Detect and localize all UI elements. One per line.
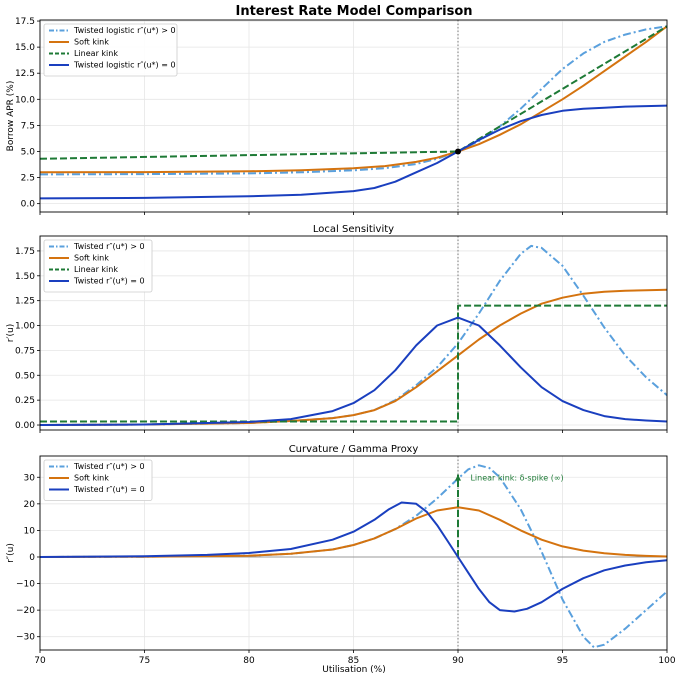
series-line-light-blue xyxy=(40,244,667,426)
y-tick-label: 1.00 xyxy=(15,322,35,332)
x-tick-label: 70 xyxy=(34,656,46,666)
series-group xyxy=(40,25,667,200)
panel-title: Curvature / Gamma Proxy xyxy=(289,444,419,455)
annotation-text: Linear kink: δ-spike (∞) xyxy=(470,473,563,482)
y-tick-label: 0.25 xyxy=(15,396,35,406)
x-tick-label: 75 xyxy=(139,656,150,666)
y-tick-label: 2.5 xyxy=(21,174,35,184)
legend-box xyxy=(43,23,178,77)
y-tick-label: 7.5 xyxy=(21,121,35,131)
y-axis-label: r′(u) xyxy=(6,324,16,342)
legend-label: Twisted logistic r″(u*) = 0 xyxy=(73,61,176,70)
y-tick-label: −10 xyxy=(16,580,35,590)
legend-label: Twisted r″(u*) = 0 xyxy=(73,277,145,286)
y-axis-label: r″(u) xyxy=(6,543,16,563)
y-tick-label: 0.0 xyxy=(21,200,36,210)
legend-box xyxy=(43,459,153,501)
y-tick-label: 0.50 xyxy=(15,371,35,381)
panel-title: Local Sensitivity xyxy=(313,224,394,235)
y-tick-label: −30 xyxy=(16,633,35,643)
y-tick-label: 0.75 xyxy=(15,346,35,356)
legend-label: Soft kink xyxy=(74,38,109,47)
y-tick-label: −20 xyxy=(16,606,35,616)
series-line-orange xyxy=(40,25,667,174)
x-tick-label: 90 xyxy=(452,656,464,666)
x-tick-label: 80 xyxy=(243,656,255,666)
panel-1: 0.0 2.5 5.0 7.5 10.0 12.5 15.0 17.5 Borrow APR (… xyxy=(6,17,668,215)
y-tick-label: 1.50 xyxy=(15,272,35,282)
y-tick-label: 12.5 xyxy=(15,69,35,79)
series-group xyxy=(40,244,667,426)
series-line-green xyxy=(40,304,667,423)
legend-label: Twisted r″(u*) > 0 xyxy=(73,462,145,471)
series-line-dark-blue xyxy=(40,104,667,200)
y-tick-label: 1.25 xyxy=(15,297,35,307)
legend-label: Soft kink xyxy=(74,474,109,483)
series-line-dark-blue xyxy=(40,316,667,426)
x-tick-label: 95 xyxy=(557,656,568,666)
y-tick-label: 0 xyxy=(29,553,35,563)
series-group xyxy=(40,464,667,649)
series-line-orange xyxy=(40,506,667,558)
legend-label: Linear kink xyxy=(74,49,118,58)
y-tick-label: 5.0 xyxy=(21,147,36,157)
y-tick-label: 0.00 xyxy=(15,421,35,431)
legend-label: Linear kink xyxy=(74,265,118,274)
legend-box xyxy=(43,239,153,293)
y-tick-label: 1.75 xyxy=(15,247,35,257)
panel-3: Linear kink: δ-spike (∞) −30 −20 −10 0 10 20 30… xyxy=(6,444,676,666)
panel-2: 0.00 0.25 0.50 0.75 1.00 1.25 1.50 1.75 Local Se… xyxy=(6,224,668,433)
legend-label: Soft kink xyxy=(74,254,109,263)
series-line-green xyxy=(40,25,667,160)
x-axis-label: Utilisation (%) xyxy=(322,665,386,675)
legend-label: Twisted r″(u*) = 0 xyxy=(73,485,145,494)
y-tick-label: 10.0 xyxy=(15,95,35,105)
series-line-dark-blue xyxy=(40,501,667,613)
legend-label: Twisted logistic r″(u*) > 0 xyxy=(73,26,176,35)
x-tick-label: 85 xyxy=(348,656,359,666)
x-tick-label: 100 xyxy=(658,656,675,666)
kink-point-marker xyxy=(455,148,461,155)
y-tick-label: 30 xyxy=(24,473,36,483)
figure-title: Interest Rate Model Comparison xyxy=(235,4,472,19)
legend-label: Twisted r″(u*) > 0 xyxy=(73,242,145,251)
series-line-light-blue xyxy=(40,464,667,649)
annotation-arrowhead xyxy=(455,474,461,481)
y-tick-label: 10 xyxy=(24,526,36,536)
y-axis-label: Borrow APR (%) xyxy=(6,81,16,152)
y-tick-label: 15.0 xyxy=(15,43,35,53)
y-tick-label: 20 xyxy=(24,500,36,510)
y-tick-label: 17.5 xyxy=(15,17,35,27)
